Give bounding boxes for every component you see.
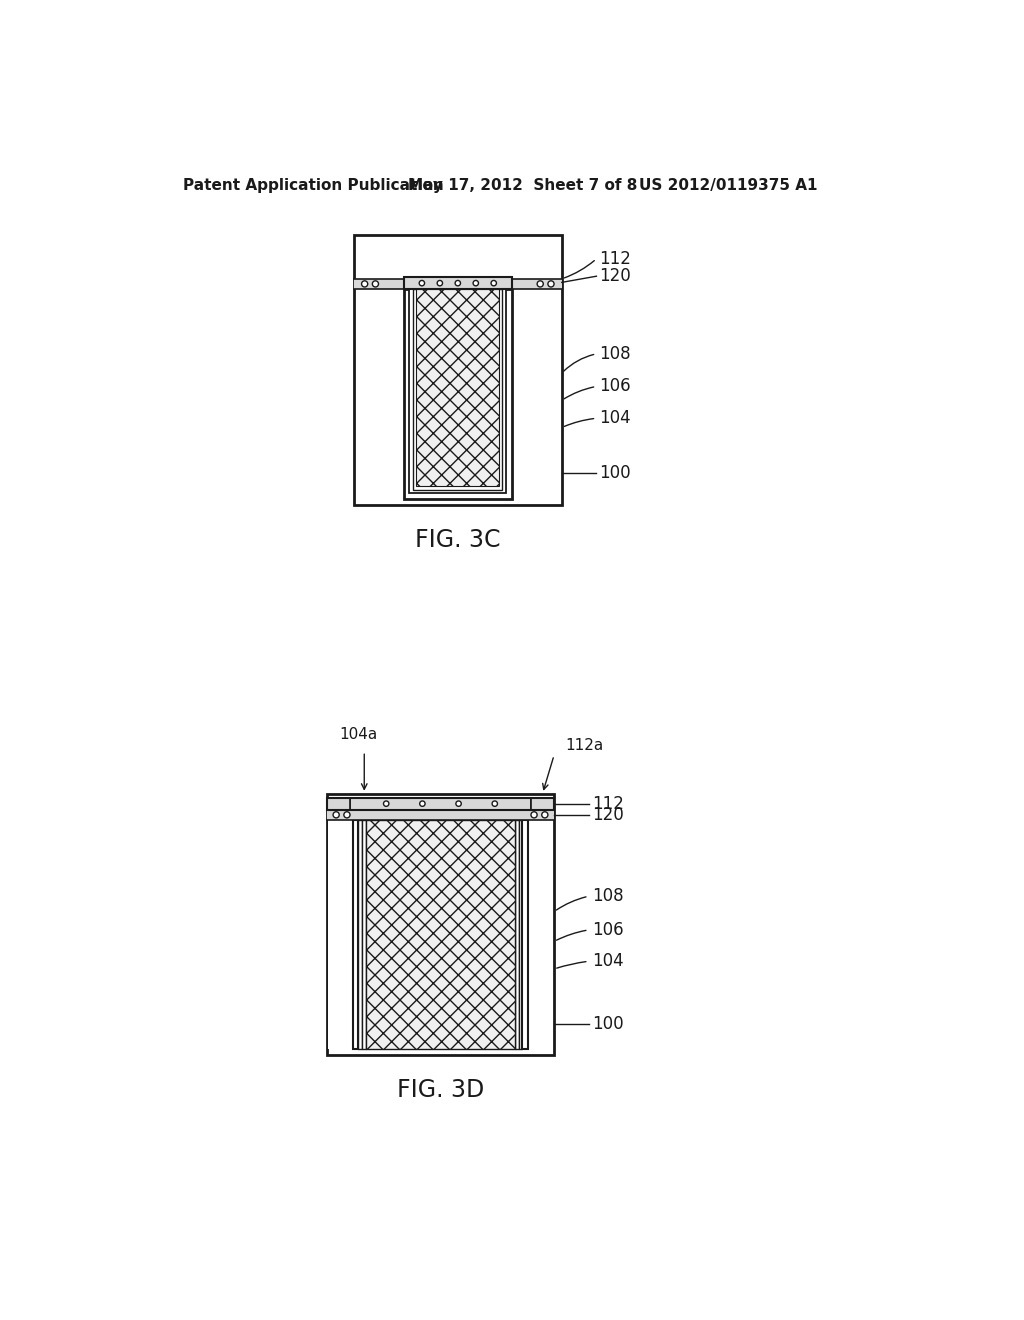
Text: 120: 120	[592, 805, 624, 824]
Text: 108: 108	[599, 345, 631, 363]
Text: 112: 112	[599, 249, 632, 268]
Circle shape	[361, 281, 368, 286]
Bar	[522, 820, 528, 1049]
Bar	[515, 820, 518, 1049]
Bar	[354, 279, 403, 289]
Text: 106: 106	[599, 378, 631, 396]
Bar	[353, 820, 358, 1049]
Bar	[403, 289, 512, 499]
Circle shape	[344, 812, 350, 818]
Circle shape	[473, 280, 478, 286]
Bar	[327, 810, 554, 820]
Text: 120: 120	[599, 267, 631, 285]
Circle shape	[420, 801, 425, 807]
Text: 104a: 104a	[339, 727, 378, 742]
Text: FIG. 3C: FIG. 3C	[415, 528, 501, 552]
Text: 104: 104	[599, 409, 631, 428]
Bar	[512, 279, 562, 289]
Bar	[350, 797, 531, 810]
Text: FIG. 3D: FIG. 3D	[397, 1078, 484, 1102]
Bar	[416, 289, 500, 487]
Text: 100: 100	[599, 463, 631, 482]
Circle shape	[373, 281, 379, 286]
Bar	[528, 820, 553, 1049]
Circle shape	[437, 280, 442, 286]
Text: Patent Application Publication: Patent Application Publication	[183, 178, 443, 193]
Text: 106: 106	[592, 921, 624, 939]
Text: 112a: 112a	[565, 738, 604, 752]
Circle shape	[333, 812, 339, 818]
Text: 108: 108	[592, 887, 624, 906]
Bar	[329, 820, 353, 1049]
Bar	[358, 820, 362, 1049]
Circle shape	[384, 801, 389, 807]
Circle shape	[542, 812, 548, 818]
Circle shape	[492, 280, 497, 286]
Bar	[410, 289, 506, 494]
Bar	[518, 820, 522, 1049]
Bar	[367, 820, 515, 1049]
Circle shape	[455, 280, 461, 286]
Circle shape	[493, 801, 498, 807]
Text: 112: 112	[592, 795, 624, 813]
Circle shape	[419, 280, 425, 286]
Text: May 17, 2012  Sheet 7 of 8: May 17, 2012 Sheet 7 of 8	[408, 178, 637, 193]
Bar	[413, 289, 503, 490]
Text: 100: 100	[592, 1015, 624, 1034]
Bar	[362, 820, 367, 1049]
Circle shape	[456, 801, 461, 807]
Circle shape	[538, 281, 544, 286]
Bar	[327, 797, 554, 810]
Bar	[327, 793, 554, 1056]
Bar	[403, 277, 512, 289]
Text: 104: 104	[592, 952, 624, 970]
Bar	[354, 235, 562, 506]
Bar	[531, 797, 554, 810]
Circle shape	[548, 281, 554, 286]
Bar	[327, 797, 350, 810]
Text: US 2012/0119375 A1: US 2012/0119375 A1	[639, 178, 817, 193]
Circle shape	[531, 812, 538, 818]
